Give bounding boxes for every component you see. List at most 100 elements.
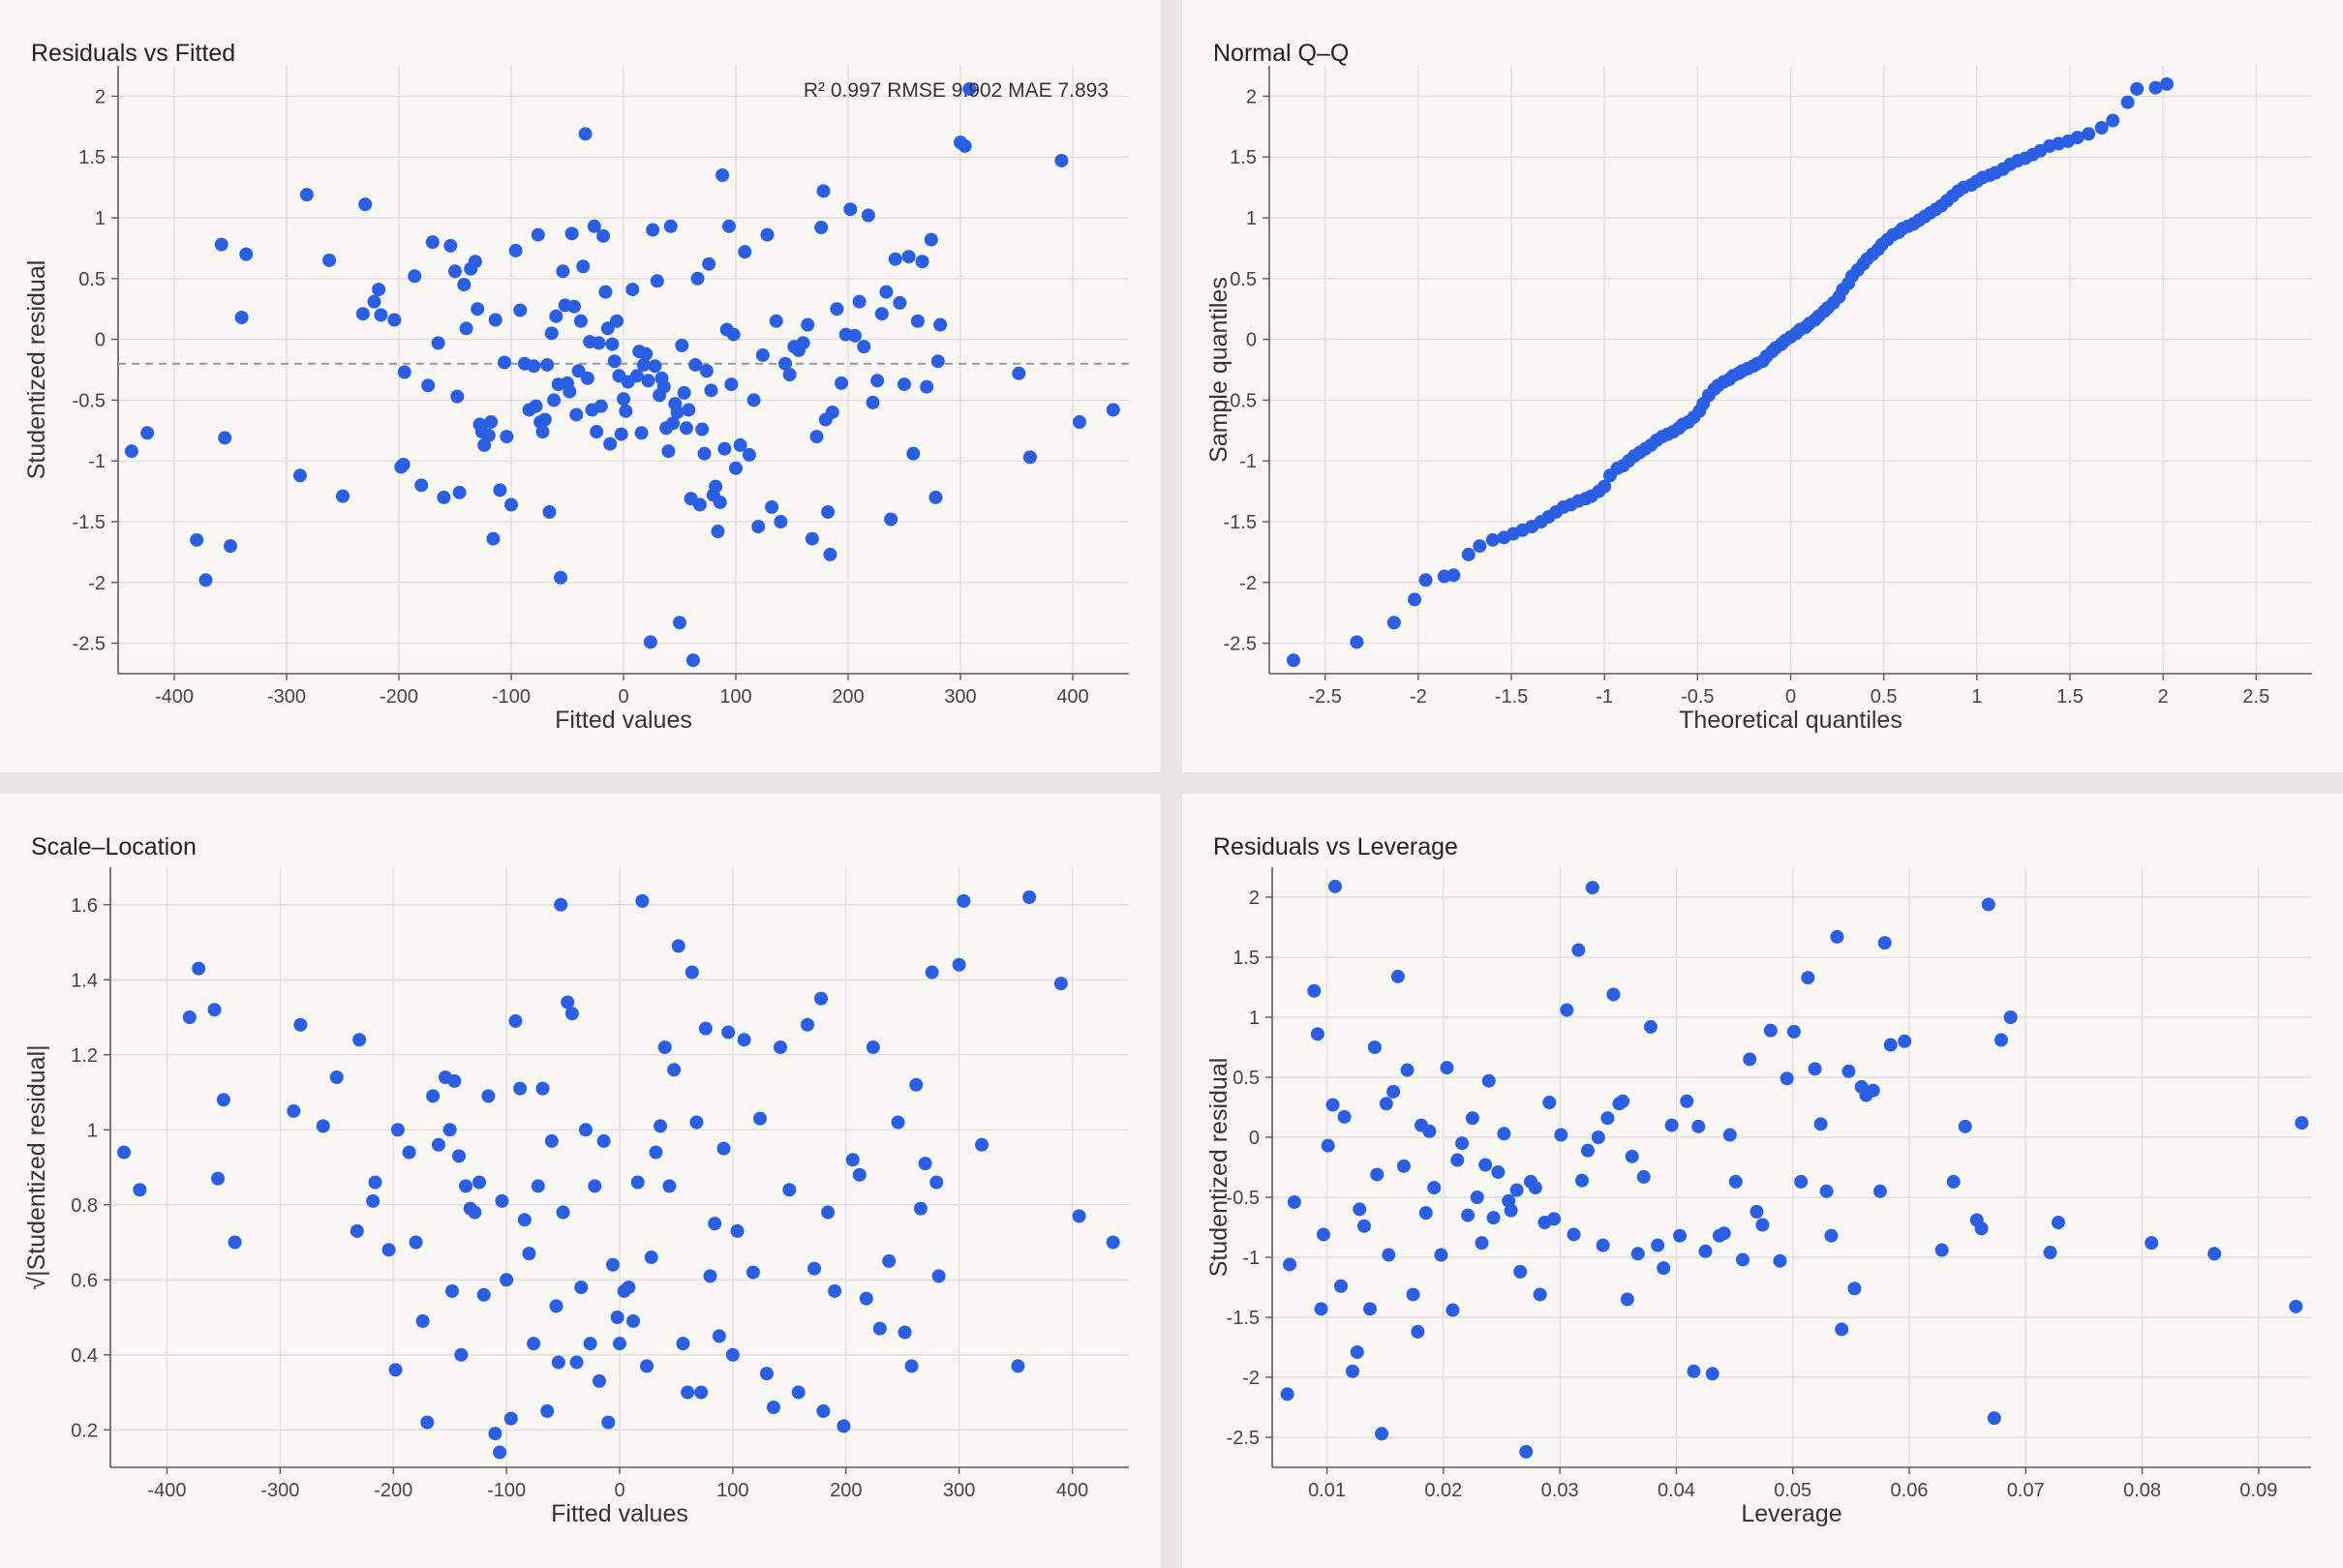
chart1-data-point [374, 308, 388, 322]
chart1-data-point [709, 479, 723, 494]
chart3-x-tick-label: 0 [614, 1480, 624, 1501]
chart4-data-point [1513, 1264, 1528, 1279]
chart4-y-tick-label: 0.5 [1232, 1068, 1260, 1089]
chart1-data-point [617, 392, 630, 407]
chart3-data-point [216, 1093, 230, 1107]
chart3-data-point [1072, 1209, 1086, 1223]
chart1-data-point [603, 437, 618, 451]
chart3-data-point [551, 1355, 565, 1370]
chart1-data-point [893, 295, 907, 310]
chart3-data-point [773, 1040, 787, 1054]
chart4-data-point [1600, 1111, 1615, 1126]
chart4-data-point [1705, 1367, 1719, 1381]
chart1-data-point [704, 383, 718, 398]
chart3-data-point [495, 1193, 509, 1208]
chart3-data-point [708, 1217, 722, 1231]
chart1-data-point [529, 399, 543, 413]
chart3-data-point [564, 1007, 579, 1021]
chart4-data-point [1698, 1244, 1713, 1258]
chart3-data-point [472, 1175, 487, 1190]
chart1-x-tick-label: -300 [267, 686, 306, 708]
chart1-data-point [742, 447, 756, 462]
chart4-data-point [1994, 1033, 2009, 1047]
chart4-data-point [1528, 1181, 1542, 1195]
chart3-data-point [420, 1415, 435, 1430]
chart3-data-point [689, 1115, 704, 1130]
chart2-data-point [1485, 532, 1500, 547]
chart3-data-point [681, 1385, 695, 1400]
chart3-data-point [569, 1355, 584, 1370]
chart4-data-point [1465, 1111, 1479, 1126]
chart4-data-point [1824, 1228, 1839, 1243]
chart4-data-point [1872, 1184, 1887, 1198]
chart3-data-point [730, 1223, 745, 1238]
chart3-data-point [508, 1013, 523, 1028]
chart1-data-point [697, 446, 712, 461]
chart3-data-point [388, 1363, 403, 1377]
chart2-y-tick-label: 0.5 [1230, 269, 1257, 290]
chart3-data-point [712, 1329, 726, 1343]
chart2-data-point [2070, 131, 2084, 145]
chart1-data-point [729, 461, 743, 475]
chart3-data-point [574, 1281, 589, 1294]
chart1-data-point [592, 336, 606, 350]
chart4-x-tick-label: 0.02 [1424, 1480, 1462, 1501]
chart2-y-tick-label: -2 [1239, 573, 1257, 594]
chart1-data-point [901, 250, 916, 264]
chart4-data-point [1314, 1302, 1328, 1316]
chart3-data-point [957, 893, 971, 908]
chart4-data-point [1411, 1324, 1425, 1339]
chart3-data-point [872, 1321, 887, 1336]
chart1-data-point [1072, 415, 1086, 430]
chart2-x-tick-label: -0.5 [1681, 686, 1714, 708]
chart4-data-point [1350, 1344, 1364, 1359]
chart3-data-point [540, 1403, 555, 1418]
chart1-data-point [769, 314, 783, 328]
chart4-data-point [1379, 1097, 1393, 1111]
chart4-data-point [1574, 1173, 1589, 1188]
chart1-data-point [843, 202, 858, 217]
chart3-data-point [1011, 1359, 1025, 1373]
chart1-data-point [322, 253, 337, 267]
chart4-data-point [1571, 943, 1586, 957]
chart1-x-tick-label: -400 [155, 686, 194, 708]
chart2-data-point [1598, 479, 1612, 494]
chart1-data-point [726, 327, 741, 342]
chart4-data-point [1519, 1444, 1534, 1459]
chart1-data-point [394, 460, 409, 474]
chart3-data-point [929, 1175, 944, 1190]
chart1-data-point [924, 232, 938, 247]
chart3-data-point [531, 1179, 545, 1193]
chart1-data-point [448, 264, 462, 279]
chart4-data-point [1370, 1167, 1384, 1182]
chart4-data-point [1346, 1364, 1360, 1378]
chart3-data-point [644, 1251, 658, 1264]
chart3-title: Scale–Location [31, 833, 197, 860]
chart4-data-point [1560, 1003, 1574, 1017]
chart1-data-point [650, 274, 664, 288]
chart3-data-point [596, 1133, 611, 1148]
chart4-data-point [1427, 1181, 1442, 1195]
chart3-data-point [859, 1291, 873, 1306]
chart3-x-tick-label: -400 [147, 1480, 186, 1501]
chart4-data-point [1440, 1061, 1454, 1075]
chart3-x-axis-label: Fitted values [551, 1500, 688, 1527]
chart3-data-point [703, 1269, 717, 1283]
chart3-data-point [488, 1427, 502, 1441]
chart4-data-point [1898, 1034, 1912, 1048]
chart4-data-point [1673, 1228, 1688, 1243]
chart4-x-axis-label: Leverage [1741, 1500, 1841, 1527]
chart2-x-tick-label: 2.5 [2242, 686, 2269, 708]
chart3-data-point [513, 1081, 528, 1096]
chart1-data-point [336, 489, 350, 503]
chart3-y-tick-label: 1 [87, 1120, 98, 1141]
chart3-data-point [1053, 977, 1068, 991]
chart4-data-point [1763, 1023, 1778, 1038]
chart4-data-point [1353, 1202, 1367, 1217]
chart4-data-point [1316, 1227, 1330, 1242]
chart4-data-point [1307, 983, 1322, 998]
chart1-data-point [431, 336, 445, 350]
chart1-y-axis-label: Studentized residual [23, 260, 50, 480]
chart3-data-point [845, 1153, 860, 1167]
chart3-data-point [549, 1299, 563, 1313]
